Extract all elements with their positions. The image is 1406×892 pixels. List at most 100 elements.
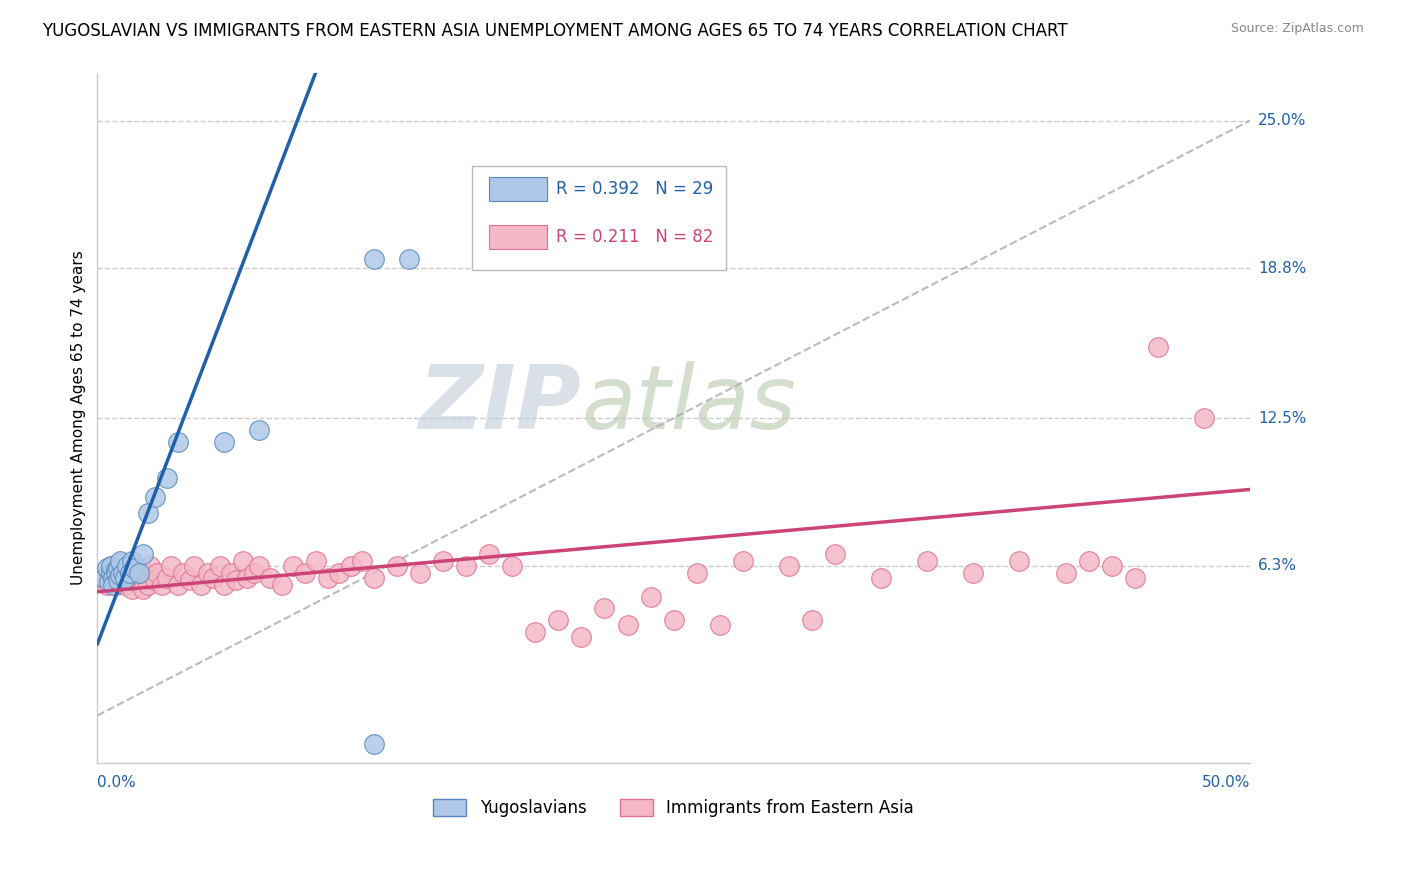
Point	[107, 561, 129, 575]
Point	[114, 577, 136, 591]
Point	[212, 434, 235, 449]
Point	[247, 558, 270, 573]
Point	[96, 577, 118, 591]
Point	[190, 577, 212, 591]
Point	[128, 570, 150, 584]
Point	[104, 566, 127, 580]
Point	[121, 582, 143, 597]
Point	[110, 554, 132, 568]
Point	[201, 570, 224, 584]
Point	[1146, 340, 1168, 354]
Point	[294, 566, 316, 580]
Point	[316, 570, 339, 584]
Point	[547, 613, 569, 627]
Point	[132, 566, 155, 580]
Point	[640, 590, 662, 604]
Point	[100, 558, 122, 573]
Text: R = 0.211   N = 82: R = 0.211 N = 82	[557, 227, 713, 246]
Point	[616, 618, 638, 632]
Point	[155, 470, 177, 484]
Point	[97, 566, 120, 580]
Bar	[489, 177, 547, 201]
Point	[155, 570, 177, 584]
Point	[1077, 554, 1099, 568]
Point	[432, 554, 454, 568]
Point	[107, 573, 129, 587]
Text: 0.0%: 0.0%	[97, 775, 136, 790]
Point	[778, 558, 800, 573]
Text: 25.0%: 25.0%	[1258, 113, 1306, 128]
Point	[143, 490, 166, 504]
Point	[107, 563, 129, 577]
Point	[128, 566, 150, 580]
Text: 6.3%: 6.3%	[1258, 558, 1298, 573]
Point	[110, 570, 132, 584]
Point	[132, 547, 155, 561]
Point	[167, 577, 190, 591]
Text: 12.5%: 12.5%	[1258, 410, 1306, 425]
Point	[100, 558, 122, 573]
Point	[117, 561, 139, 575]
Point	[352, 554, 374, 568]
Point	[1054, 566, 1077, 580]
Point	[385, 558, 408, 573]
Point	[111, 566, 134, 580]
Point	[150, 577, 173, 591]
Point	[172, 566, 194, 580]
Point	[731, 554, 754, 568]
Point	[686, 566, 709, 580]
Point	[97, 575, 120, 590]
Point	[363, 737, 385, 751]
Point	[103, 570, 125, 584]
Text: 50.0%: 50.0%	[1202, 775, 1250, 790]
Point	[709, 618, 731, 632]
Point	[122, 561, 145, 575]
Point	[110, 568, 132, 582]
Point	[456, 558, 478, 573]
Point	[136, 506, 159, 520]
Text: YUGOSLAVIAN VS IMMIGRANTS FROM EASTERN ASIA UNEMPLOYMENT AMONG AGES 65 TO 74 YEA: YUGOSLAVIAN VS IMMIGRANTS FROM EASTERN A…	[42, 22, 1067, 40]
Point	[111, 573, 134, 587]
Point	[340, 558, 363, 573]
Point	[93, 570, 115, 584]
Point	[118, 566, 141, 580]
Point	[1123, 570, 1146, 584]
Point	[363, 570, 385, 584]
Point	[243, 566, 266, 580]
Point	[219, 566, 242, 580]
Point	[110, 556, 132, 570]
Point	[121, 566, 143, 580]
Point	[225, 573, 247, 587]
Point	[212, 577, 235, 591]
Text: atlas: atlas	[582, 361, 796, 447]
Point	[398, 252, 420, 266]
Point	[962, 566, 984, 580]
Point	[593, 601, 616, 615]
Point	[100, 566, 122, 580]
Point	[915, 554, 938, 568]
Y-axis label: Unemployment Among Ages 65 to 74 years: Unemployment Among Ages 65 to 74 years	[72, 251, 86, 585]
Point	[96, 561, 118, 575]
Point	[118, 570, 141, 584]
Text: Source: ZipAtlas.com: Source: ZipAtlas.com	[1230, 22, 1364, 36]
Point	[328, 566, 350, 580]
Point	[409, 566, 432, 580]
Text: ZIP: ZIP	[419, 360, 582, 448]
Point	[270, 577, 292, 591]
Point	[363, 252, 385, 266]
Point	[143, 573, 166, 587]
Point	[104, 577, 127, 591]
Point	[662, 613, 685, 627]
Point	[146, 566, 169, 580]
Point	[167, 434, 190, 449]
Text: R = 0.392   N = 29: R = 0.392 N = 29	[557, 179, 713, 198]
Bar	[489, 225, 547, 249]
Point	[104, 563, 127, 577]
Point	[1101, 558, 1123, 573]
Point	[1192, 411, 1215, 425]
Point	[125, 561, 148, 575]
Point	[100, 573, 122, 587]
Point	[179, 573, 201, 587]
Point	[236, 570, 259, 584]
Point	[283, 558, 305, 573]
